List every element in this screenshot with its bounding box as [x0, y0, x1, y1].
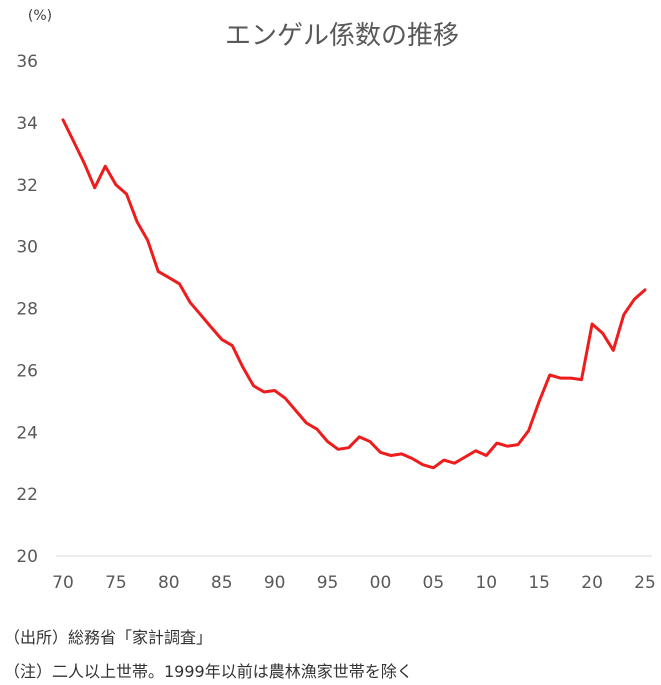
y-tick-label: 20	[16, 547, 38, 567]
x-tick-label: 85	[211, 573, 233, 593]
x-tick-label: 95	[317, 573, 339, 593]
y-tick-label: 22	[16, 485, 38, 505]
x-tick-label: 20	[581, 573, 603, 593]
x-axis-ticks: 70 75 80 85 90 95 00 05 10 15 20 25	[52, 573, 656, 593]
x-tick-label: 70	[52, 573, 74, 593]
x-tick-label: 80	[158, 573, 180, 593]
chart-title: エンゲル係数の推移	[225, 21, 459, 51]
series-group	[61, 118, 647, 470]
y-tick-label: 36	[16, 52, 38, 72]
y-axis-unit-label: (%)	[28, 8, 52, 24]
engel-coefficient-chart: エンゲル係数の推移 (%) 20 22 24 26 28 30 32 34 36 70 75 80 8…	[16, 8, 656, 593]
series-line	[61, 118, 647, 470]
footnote: （注）二人以上世帯。1999年以前は農林漁家世帯を除く	[4, 662, 413, 681]
x-tick-label: 90	[264, 573, 286, 593]
x-tick-label: 25	[634, 573, 656, 593]
x-tick-label: 75	[105, 573, 127, 593]
y-tick-label: 34	[16, 114, 38, 134]
x-tick-label: 05	[423, 573, 445, 593]
source-note: （出所）総務省「家計調査」	[4, 628, 213, 647]
y-axis-ticks: 20 22 24 26 28 30 32 34 36	[16, 52, 38, 567]
y-tick-label: 28	[16, 300, 38, 320]
y-tick-label: 24	[16, 423, 38, 443]
y-tick-label: 32	[16, 176, 38, 196]
x-tick-label: 15	[528, 573, 550, 593]
y-tick-label: 30	[16, 238, 38, 258]
y-tick-label: 26	[16, 361, 38, 381]
x-tick-label: 10	[475, 573, 497, 593]
x-tick-label: 00	[370, 573, 392, 593]
